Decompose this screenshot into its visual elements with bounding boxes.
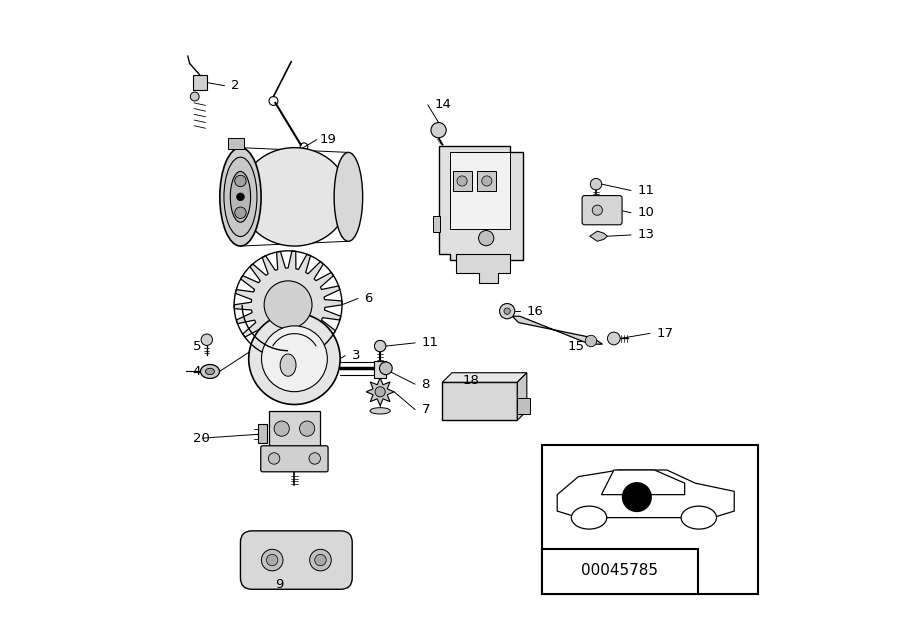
Circle shape <box>374 340 386 352</box>
FancyBboxPatch shape <box>582 196 622 225</box>
Circle shape <box>264 281 312 329</box>
Circle shape <box>237 193 244 201</box>
Ellipse shape <box>334 152 363 241</box>
Circle shape <box>274 421 289 436</box>
Text: 6: 6 <box>364 292 373 305</box>
Circle shape <box>608 332 620 345</box>
Bar <box>269 411 319 446</box>
Circle shape <box>622 482 652 512</box>
Polygon shape <box>234 251 342 359</box>
Ellipse shape <box>235 175 247 187</box>
Circle shape <box>261 549 283 571</box>
Circle shape <box>380 362 392 375</box>
Circle shape <box>315 554 326 566</box>
Text: 10: 10 <box>637 206 654 219</box>
Circle shape <box>300 421 315 436</box>
Text: 15: 15 <box>568 340 584 352</box>
Circle shape <box>268 453 280 464</box>
Polygon shape <box>456 254 510 283</box>
Circle shape <box>590 178 602 190</box>
Bar <box>542 549 698 594</box>
Ellipse shape <box>224 157 257 237</box>
Polygon shape <box>450 152 510 229</box>
Polygon shape <box>439 146 523 260</box>
Text: 13: 13 <box>637 229 654 241</box>
Text: 8: 8 <box>421 378 430 391</box>
Bar <box>257 424 267 443</box>
Circle shape <box>504 308 510 314</box>
Circle shape <box>375 387 385 397</box>
Text: 7: 7 <box>421 403 430 416</box>
Text: 19: 19 <box>320 133 337 146</box>
Text: 12: 12 <box>456 264 473 276</box>
Bar <box>477 171 497 190</box>
Text: 17: 17 <box>656 327 673 340</box>
Ellipse shape <box>370 408 391 414</box>
Circle shape <box>310 549 331 571</box>
Circle shape <box>431 123 446 138</box>
Bar <box>518 398 530 414</box>
Bar <box>228 138 244 149</box>
Circle shape <box>190 92 199 101</box>
Polygon shape <box>512 316 602 344</box>
Text: 5: 5 <box>193 340 202 352</box>
Circle shape <box>248 313 340 404</box>
Ellipse shape <box>280 354 296 376</box>
Text: 3: 3 <box>352 349 360 362</box>
Polygon shape <box>590 231 608 241</box>
Circle shape <box>457 176 467 186</box>
Ellipse shape <box>240 148 348 246</box>
Polygon shape <box>601 470 685 495</box>
Text: 11: 11 <box>421 337 438 349</box>
Circle shape <box>309 453 320 464</box>
Ellipse shape <box>681 506 716 529</box>
Bar <box>453 171 472 190</box>
Ellipse shape <box>235 207 247 218</box>
Circle shape <box>592 205 602 215</box>
Circle shape <box>262 326 328 392</box>
Text: 18: 18 <box>463 375 480 387</box>
Text: 2: 2 <box>231 79 239 92</box>
Ellipse shape <box>205 368 214 375</box>
Circle shape <box>479 231 494 246</box>
Bar <box>433 216 440 232</box>
Circle shape <box>500 304 515 319</box>
Text: 16: 16 <box>526 305 543 318</box>
Circle shape <box>482 176 492 186</box>
Polygon shape <box>518 373 526 420</box>
Text: 00045785: 00045785 <box>581 563 658 578</box>
Text: 4: 4 <box>193 365 202 378</box>
Bar <box>193 75 207 90</box>
Polygon shape <box>443 373 526 382</box>
Text: 14: 14 <box>434 98 451 111</box>
Ellipse shape <box>201 364 220 378</box>
Circle shape <box>585 335 597 347</box>
Text: 20: 20 <box>193 432 210 444</box>
Bar <box>443 382 518 420</box>
Bar <box>374 361 386 378</box>
Polygon shape <box>366 378 394 406</box>
Polygon shape <box>557 470 734 518</box>
Text: 1: 1 <box>332 197 341 210</box>
Text: 11: 11 <box>637 184 654 197</box>
Text: 9: 9 <box>275 578 284 591</box>
FancyBboxPatch shape <box>261 446 328 472</box>
Ellipse shape <box>220 148 261 246</box>
FancyBboxPatch shape <box>240 531 352 589</box>
Circle shape <box>201 334 212 345</box>
Circle shape <box>266 554 278 566</box>
Bar <box>542 444 758 594</box>
Ellipse shape <box>230 171 250 222</box>
Ellipse shape <box>572 506 607 529</box>
